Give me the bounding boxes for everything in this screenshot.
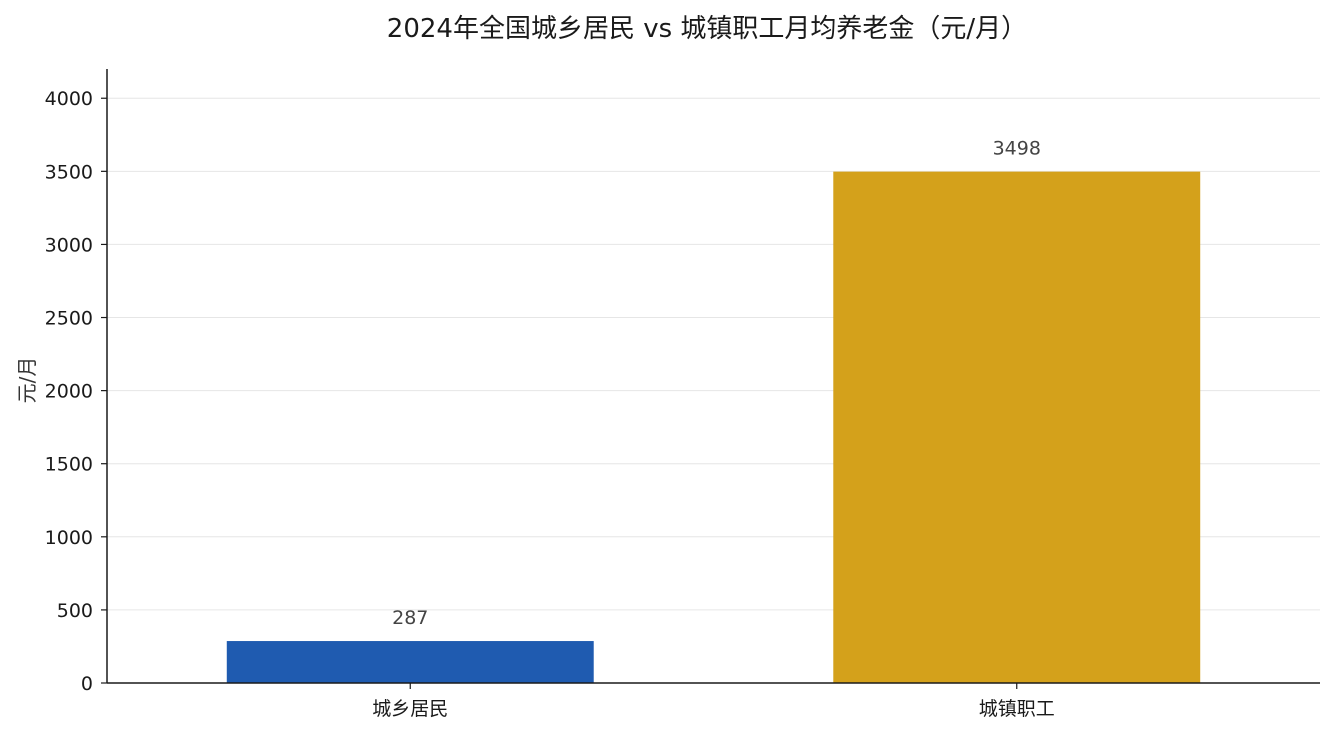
y-tick-label: 1000 bbox=[45, 527, 93, 549]
y-tick-label: 0 bbox=[81, 673, 93, 695]
gridlines bbox=[107, 97, 1320, 611]
bar-0 bbox=[226, 641, 594, 683]
bar-1 bbox=[833, 171, 1201, 683]
x-tick-label: 城乡居民 bbox=[372, 698, 448, 720]
x-tick-label: 城镇职工 bbox=[979, 698, 1055, 720]
chart-title: 2024年全国城乡居民 vs 城镇职工月均养老金（元/月） bbox=[387, 14, 1027, 44]
y-tick-label: 3000 bbox=[45, 234, 93, 256]
y-tick-label: 1500 bbox=[45, 454, 93, 476]
y-tick-label: 3500 bbox=[45, 161, 93, 183]
value-label: 3498 bbox=[993, 138, 1041, 160]
y-ticks: 0 500 1000 1500 2000 2500 3000 3500 4000 bbox=[45, 88, 107, 695]
bars bbox=[226, 171, 1201, 683]
x-ticks: 城乡居民 城镇职工 bbox=[372, 683, 1055, 720]
value-label: 287 bbox=[392, 607, 428, 629]
y-tick-label: 2500 bbox=[45, 308, 93, 330]
y-axis-title: 元/月 bbox=[15, 357, 39, 404]
y-tick-label: 500 bbox=[57, 600, 93, 622]
value-labels: 287 3498 bbox=[392, 138, 1041, 629]
y-tick-label: 2000 bbox=[45, 381, 93, 403]
y-tick-label: 4000 bbox=[45, 88, 93, 110]
